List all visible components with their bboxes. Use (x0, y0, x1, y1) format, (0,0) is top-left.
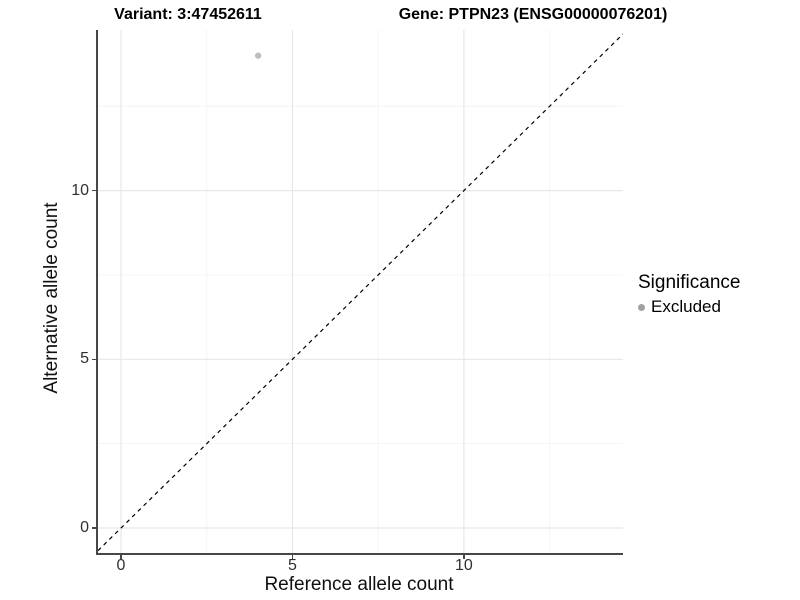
legend-item-excluded: Excluded (638, 297, 740, 317)
plot-area (98, 30, 623, 553)
legend-title: Significance (638, 272, 741, 293)
plot-panel (96, 30, 623, 555)
y-tick-mark (92, 527, 96, 529)
y-tick-mark (92, 358, 96, 361)
y-tick-mark (92, 189, 96, 192)
x-axis-title: Reference allele count (264, 574, 454, 595)
data-point-excluded (254, 52, 262, 59)
legend-item-label: Excluded (651, 297, 721, 316)
x-tick-mark (120, 555, 122, 559)
x-tick-mark (291, 555, 294, 559)
identity-reference-line (98, 33, 623, 552)
x-tick-label: 10 (454, 557, 473, 574)
y-tick-label: 10 (71, 181, 89, 199)
legend-key-point-icon (638, 303, 645, 311)
legend: Significance Excluded (638, 272, 740, 317)
plot-title-gene: Gene: PTPN23 (ENSG00000076201) (398, 6, 668, 23)
x-tick-label: 0 (116, 557, 126, 574)
y-tick-label: 0 (80, 519, 89, 537)
plot-title-variant: Variant: 3:47452611 (114, 6, 262, 23)
x-tick-label: 5 (287, 557, 297, 574)
y-tick-label: 5 (80, 350, 89, 368)
x-tick-mark (463, 555, 465, 559)
